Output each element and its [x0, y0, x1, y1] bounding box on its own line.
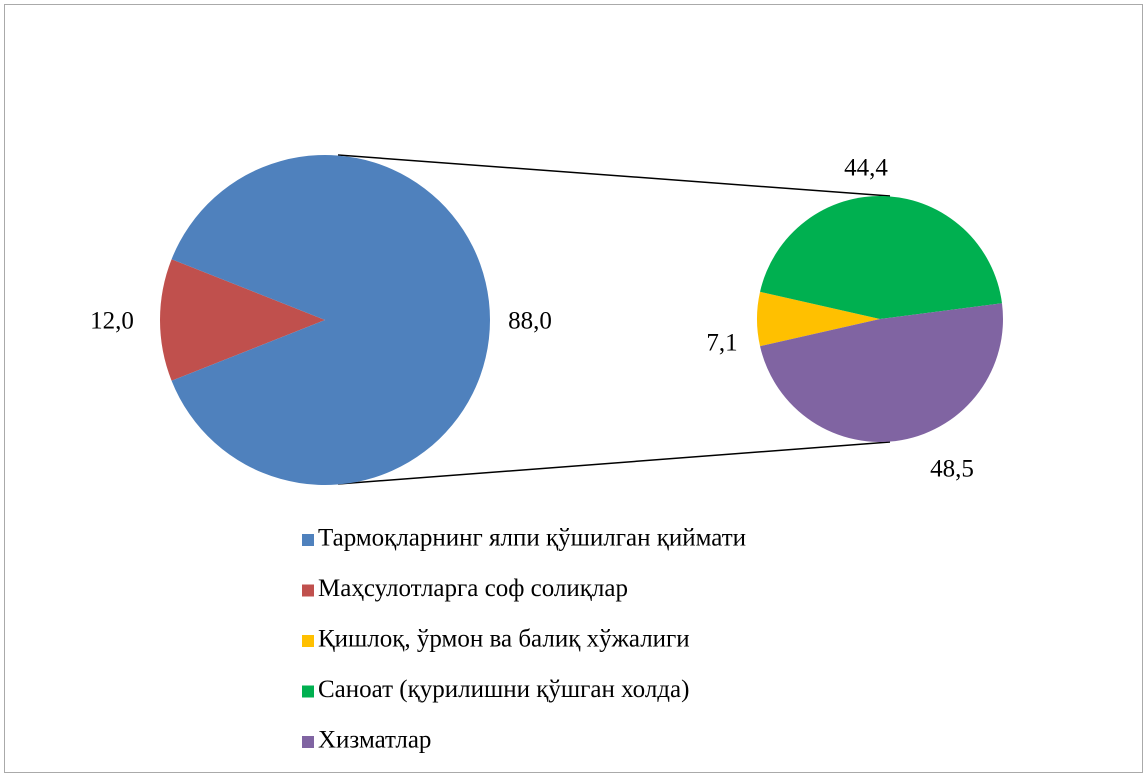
data-label: 44,4 — [844, 155, 888, 182]
legend-swatch — [302, 685, 314, 698]
pie-slice — [160, 259, 325, 381]
legend-swatch — [302, 584, 314, 597]
data-label: 12,0 — [90, 308, 134, 335]
connector-line — [337, 154, 891, 197]
legend-label: Саноат (қурилишни қўшган холда) — [318, 676, 689, 703]
legend-label: Хизматлар — [318, 727, 431, 754]
legend-label: Маҳсулотларга соф солиқлар — [318, 575, 628, 602]
data-label: 88,0 — [508, 308, 552, 335]
pie-slice — [171, 154, 491, 485]
legend-swatch — [302, 635, 314, 647]
data-label: 7,1 — [706, 330, 737, 357]
connector-line — [337, 441, 891, 485]
legend-swatch — [302, 534, 314, 546]
pie-slice — [760, 303, 1004, 443]
data-label: 48,5 — [930, 456, 974, 483]
legend-label: Қишлоқ, ўрмон ва балиқ хўжалиги — [318, 626, 690, 653]
pie-slice — [760, 195, 1002, 319]
legend-swatch — [302, 736, 314, 748]
pie-slice — [757, 291, 880, 347]
legend-label: Тармоқларнинг ялпи қўшилган қиймати — [318, 525, 746, 552]
